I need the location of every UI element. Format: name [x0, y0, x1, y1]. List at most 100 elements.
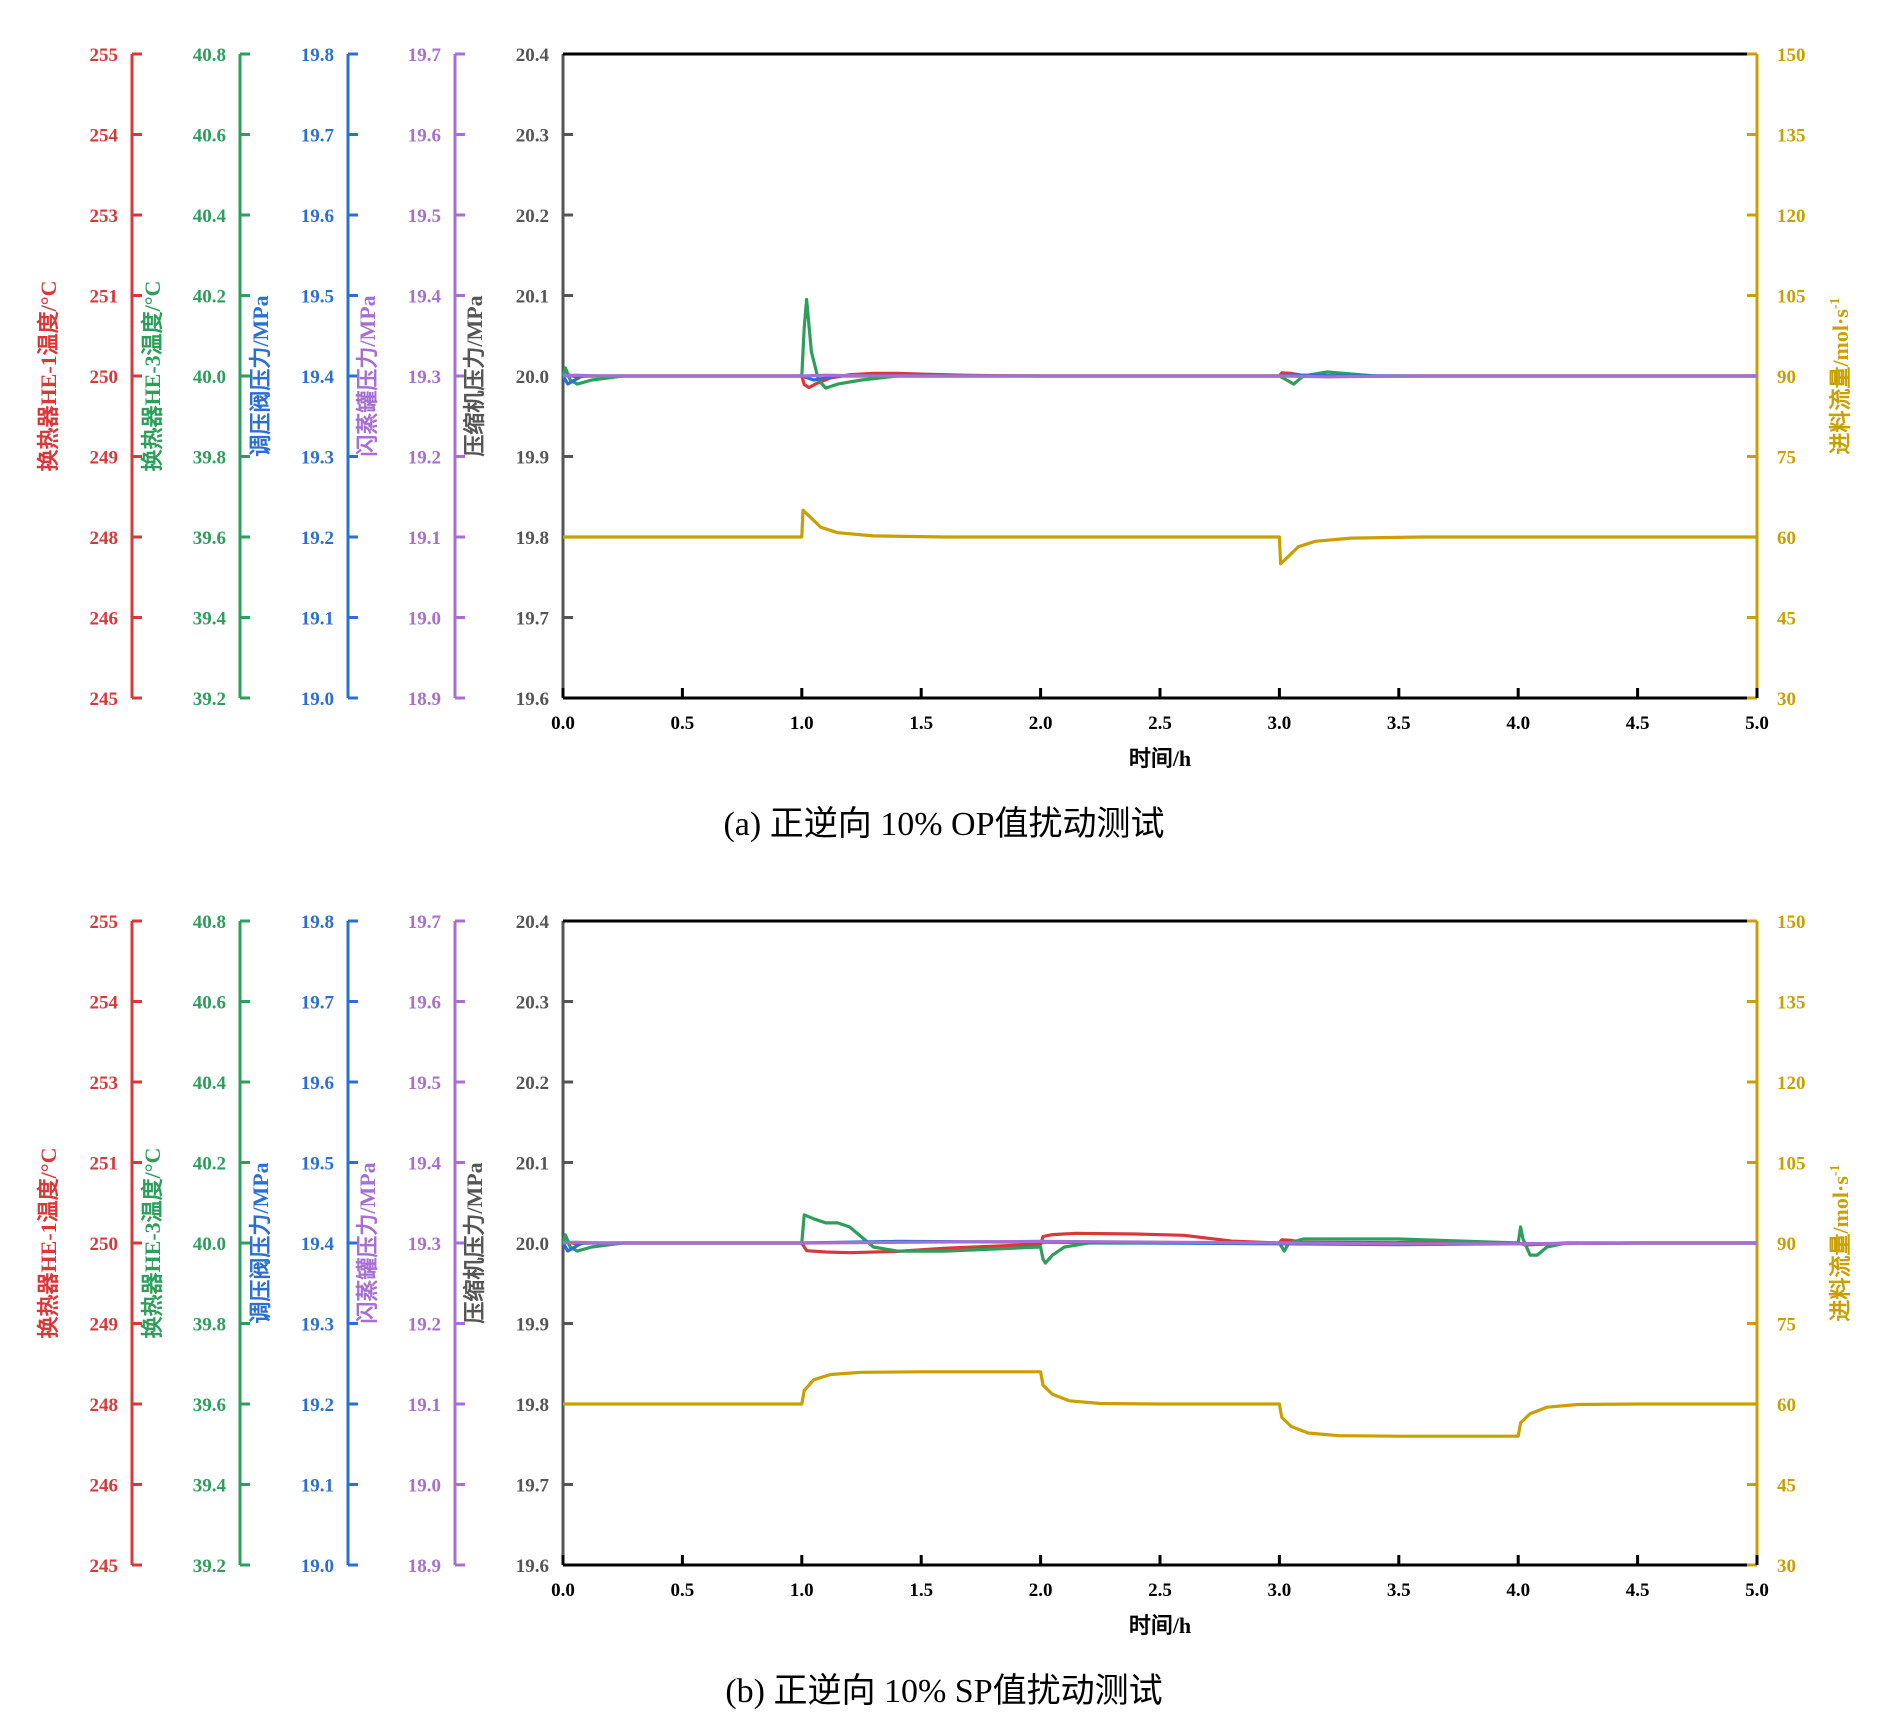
- y-tick-label-he1: 251: [90, 287, 119, 308]
- y-tick-label-he3: 40.2: [193, 287, 226, 308]
- series-line-he3: [561, 1213, 1757, 1265]
- y-tick-label-he3: 39.6: [193, 528, 226, 549]
- y-tick-label-valve: 19.8: [301, 45, 334, 66]
- x-tick-label: 0.0: [551, 1580, 575, 1601]
- y-tick-label-comp: 20.4: [516, 912, 550, 933]
- y-tick-label-comp: 20.0: [516, 1234, 549, 1255]
- y-tick-label-flash: 19.1: [408, 1395, 441, 1416]
- x-tick-label: 5.0: [1745, 713, 1769, 734]
- y-tick-label-flash: 19.0: [408, 1476, 441, 1497]
- x-axis-label: 时间/h: [1129, 746, 1191, 771]
- x-tick-label: 3.0: [1268, 1580, 1292, 1601]
- y-tick-label-he1: 254: [90, 993, 119, 1014]
- x-tick-label: 4.0: [1506, 713, 1530, 734]
- x-tick-label: 4.5: [1626, 713, 1650, 734]
- x-tick-label: 2.5: [1148, 713, 1172, 734]
- y-tick-label-comp: 19.8: [516, 1395, 549, 1416]
- y-tick-label-he1: 253: [90, 1073, 119, 1094]
- x-tick-label: 1.5: [909, 1580, 933, 1601]
- y-tick-label-feed: 105: [1777, 287, 1806, 308]
- x-tick-label: 3.5: [1387, 1580, 1411, 1601]
- y-tick-label-comp: 19.9: [516, 1315, 549, 1336]
- y-tick-label-feed: 135: [1777, 126, 1806, 147]
- y-tick-label-comp: 19.7: [516, 609, 550, 630]
- y-tick-label-he1: 255: [90, 45, 119, 66]
- y-tick-label-feed: 60: [1777, 1395, 1796, 1416]
- y-tick-label-he1: 253: [90, 206, 119, 227]
- y-axis-label-valve: 调压阀压力/MPa: [248, 295, 273, 456]
- x-tick-label: 2.0: [1029, 1580, 1053, 1601]
- y-tick-label-valve: 19.1: [301, 609, 334, 630]
- y-tick-label-flash: 19.3: [408, 367, 441, 388]
- y-tick-label-comp: 20.4: [516, 45, 550, 66]
- y-tick-label-he1: 246: [90, 1476, 119, 1497]
- y-tick-label-flash: 19.1: [408, 528, 441, 549]
- y-tick-label-he3: 40.4: [193, 1073, 227, 1094]
- x-tick-label: 2.5: [1148, 1580, 1172, 1601]
- y-axis-label-he3: 换热器HE-3温度/°C: [140, 281, 165, 472]
- y-tick-label-he1: 250: [90, 367, 119, 388]
- y-tick-label-valve: 19.1: [301, 1476, 334, 1497]
- y-axis-label-feed-superscript: -1: [1828, 1164, 1843, 1176]
- x-tick-label: 4.5: [1626, 1580, 1650, 1601]
- y-tick-label-feed: 30: [1777, 689, 1796, 710]
- y-tick-label-flash: 19.2: [408, 448, 441, 469]
- y-axis-label-he3: 换热器HE-3温度/°C: [140, 1148, 165, 1339]
- y-tick-label-valve: 19.5: [301, 1154, 334, 1175]
- series-line-flash: [562, 1239, 1757, 1246]
- x-tick-label: 1.0: [790, 1580, 814, 1601]
- y-tick-label-feed: 45: [1777, 609, 1796, 630]
- y-tick-label-he3: 40.0: [193, 1234, 226, 1255]
- y-tick-label-valve: 19.2: [301, 528, 334, 549]
- y-tick-label-flash: 19.4: [408, 287, 442, 308]
- y-tick-label-valve: 19.2: [301, 1395, 334, 1416]
- y-axis-label-feed-superscript: -1: [1828, 297, 1843, 309]
- y-tick-label-comp: 19.9: [516, 448, 549, 469]
- y-tick-label-he3: 39.6: [193, 1395, 226, 1416]
- y-tick-label-feed: 135: [1777, 993, 1806, 1014]
- x-tick-label: 0.5: [671, 713, 695, 734]
- y-tick-label-feed: 120: [1777, 1073, 1806, 1094]
- y-tick-label-he3: 40.2: [193, 1154, 226, 1175]
- y-tick-label-feed: 105: [1777, 1154, 1806, 1175]
- y-tick-label-comp: 19.6: [516, 689, 549, 710]
- y-tick-label-valve: 19.4: [301, 367, 335, 388]
- y-tick-label-comp: 20.2: [516, 206, 549, 227]
- y-tick-label-flash: 19.3: [408, 1234, 441, 1255]
- y-tick-label-he3: 40.0: [193, 367, 226, 388]
- y-tick-label-he1: 255: [90, 912, 119, 933]
- y-tick-label-he3: 40.8: [193, 45, 226, 66]
- y-tick-label-he3: 39.2: [193, 689, 226, 710]
- y-tick-label-valve: 19.7: [301, 126, 335, 147]
- series-line-feed: [563, 1370, 1757, 1438]
- y-tick-label-flash: 19.7: [408, 45, 442, 66]
- y-tick-label-comp: 20.0: [516, 367, 549, 388]
- y-axis-label-flash: 闪蒸罐压力/MPa: [355, 295, 380, 456]
- y-tick-label-he3: 40.6: [193, 126, 226, 147]
- y-tick-label-he1: 245: [90, 689, 119, 710]
- y-tick-label-flash: 18.9: [408, 689, 441, 710]
- y-axis-label-he1: 换热器HE-1温度/°C: [36, 1148, 61, 1339]
- x-axis-label: 时间/h: [1129, 1613, 1191, 1638]
- y-tick-label-comp: 20.1: [516, 287, 549, 308]
- y-axis-label-flash: 闪蒸罐压力/MPa: [355, 1162, 380, 1323]
- y-tick-label-comp: 20.1: [516, 1154, 549, 1175]
- y-tick-label-he1: 248: [90, 1395, 119, 1416]
- y-tick-label-flash: 19.6: [408, 126, 441, 147]
- y-axis-label-comp: 压缩机压力/MPa: [462, 1162, 487, 1323]
- x-tick-label: 4.0: [1506, 1580, 1530, 1601]
- y-tick-label-flash: 19.5: [408, 206, 441, 227]
- x-tick-label: 5.0: [1745, 1580, 1769, 1601]
- y-tick-label-feed: 90: [1777, 367, 1796, 388]
- y-tick-label-flash: 19.6: [408, 993, 441, 1014]
- y-tick-label-he1: 245: [90, 1556, 119, 1577]
- y-tick-label-he1: 250: [90, 1234, 119, 1255]
- x-tick-label: 3.0: [1268, 713, 1292, 734]
- figure-caption: (b) 正逆向 10% SP值扰动测试: [725, 1672, 1162, 1710]
- y-tick-label-he1: 254: [90, 126, 119, 147]
- y-tick-label-valve: 19.3: [301, 1315, 334, 1336]
- y-tick-label-comp: 20.2: [516, 1073, 549, 1094]
- y-tick-label-he3: 39.2: [193, 1556, 226, 1577]
- x-tick-label: 2.0: [1029, 713, 1053, 734]
